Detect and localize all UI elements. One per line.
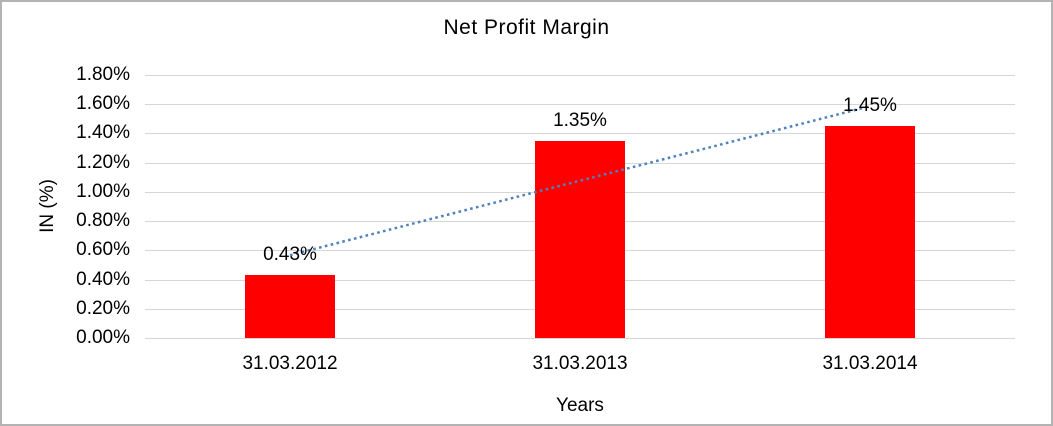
y-tick-label: 0.80%: [76, 210, 130, 232]
y-tick-label: 1.80%: [76, 64, 130, 85]
x-axis-title: Years: [556, 395, 604, 416]
gridline: [145, 338, 1015, 339]
gridline: [145, 75, 1015, 76]
y-tick-label: 1.40%: [76, 122, 130, 144]
y-tick-label: 0.00%: [76, 327, 130, 348]
data-label: 1.35%: [553, 109, 607, 131]
data-label: 0.43%: [263, 244, 317, 266]
bar-31.03.2013: [535, 140, 625, 338]
bar-31.03.2012: [245, 275, 335, 338]
x-tick-label: 31.03.2014: [822, 353, 918, 374]
y-tick-label: 0.40%: [76, 268, 130, 290]
data-label: 1.45%: [843, 95, 897, 117]
x-tick-label: 31.03.2012: [242, 353, 338, 374]
x-tick-label: 31.03.2013: [532, 353, 628, 374]
y-tick-label: 1.20%: [76, 151, 130, 173]
y-tick-label: 1.00%: [76, 180, 130, 202]
chart-title: Net Profit Margin: [443, 16, 610, 39]
bar-31.03.2014: [825, 126, 915, 338]
gridline: [145, 104, 1015, 106]
y-tick-label: 1.60%: [76, 93, 130, 115]
y-tick-label: 0.60%: [76, 239, 130, 261]
y-tick-label: 0.20%: [76, 297, 130, 319]
